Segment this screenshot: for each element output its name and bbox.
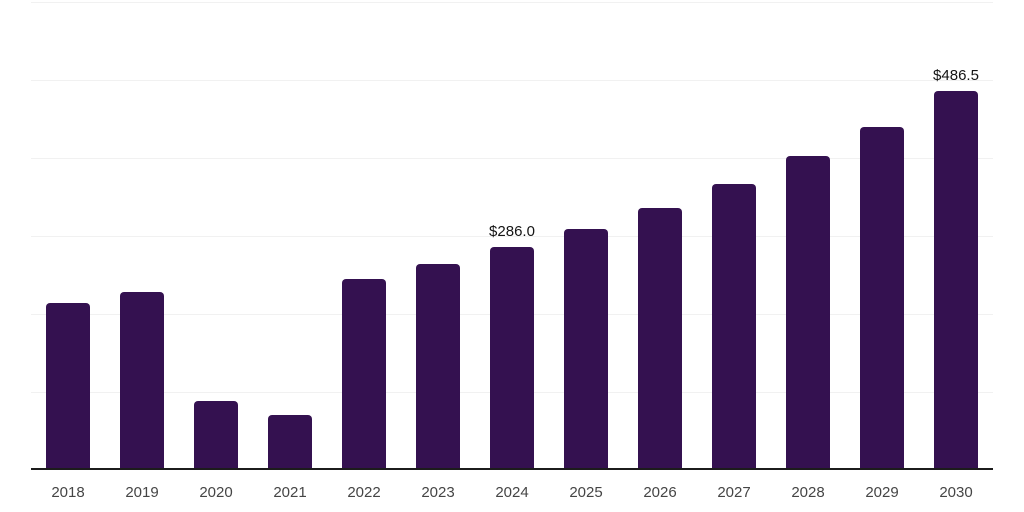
bar-2019 — [120, 292, 164, 470]
bar-2020 — [194, 401, 238, 470]
x-tick-label-2018: 2018 — [51, 484, 85, 501]
x-tick-label-2021: 2021 — [273, 484, 307, 501]
x-tick-label-2022: 2022 — [347, 484, 381, 501]
bar-value-label-2030: $486.5 — [933, 66, 979, 84]
x-tick-label-2023: 2023 — [421, 484, 455, 501]
bar-2027 — [712, 183, 756, 470]
bar-2026 — [638, 207, 682, 470]
x-tick-label-2020: 2020 — [199, 484, 233, 501]
x-tick-label-2027: 2027 — [717, 484, 751, 501]
bar-2025 — [564, 228, 608, 470]
x-tick-label-2028: 2028 — [791, 484, 825, 501]
gridline-600 — [31, 2, 993, 3]
gridline-400 — [31, 158, 993, 159]
bar-2030 — [934, 90, 978, 470]
bar-2028 — [786, 156, 830, 470]
bar-2029 — [860, 126, 904, 470]
bar-2018 — [46, 302, 90, 470]
x-tick-label-2026: 2026 — [643, 484, 677, 501]
bar-2021 — [268, 415, 312, 470]
gridline-500 — [31, 80, 993, 81]
gridline-300 — [31, 236, 993, 237]
x-tick-label-2019: 2019 — [125, 484, 159, 501]
bar-2024 — [490, 246, 534, 470]
plot-area: $286.0 $486.5 — [31, 2, 993, 470]
x-tick-label-2024: 2024 — [495, 484, 529, 501]
bar-2022 — [342, 278, 386, 470]
bar-2023 — [416, 264, 460, 470]
x-tick-label-2029: 2029 — [865, 484, 899, 501]
x-axis-line — [31, 468, 993, 470]
x-tick-label-2025: 2025 — [569, 484, 603, 501]
x-tick-label-2030: 2030 — [939, 484, 973, 501]
bar-value-label-2024: $286.0 — [489, 222, 535, 240]
